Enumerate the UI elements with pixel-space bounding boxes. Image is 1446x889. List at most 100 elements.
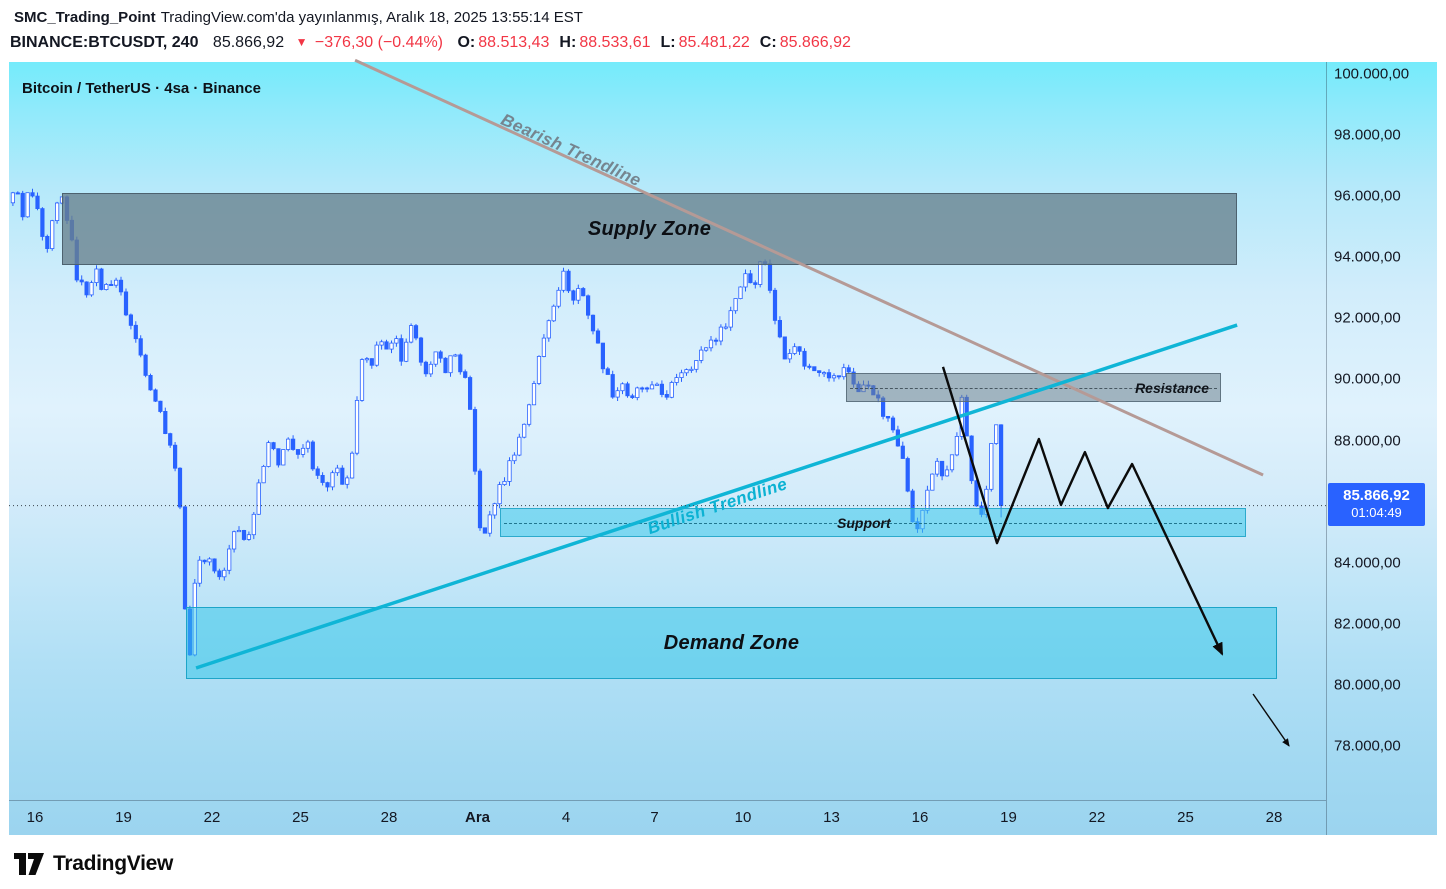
candle-body: [163, 410, 168, 434]
candle-body: [448, 355, 453, 374]
projection-path-arrow[interactable]: [941, 366, 1224, 656]
candle-body: [133, 324, 138, 340]
price-axis-label: 96.000,00: [1334, 187, 1401, 205]
candle-body: [561, 270, 566, 291]
tradingview-logo-icon[interactable]: [14, 853, 44, 875]
candle-body: [546, 320, 551, 339]
candle-body: [566, 270, 571, 292]
candle-body: [349, 452, 355, 479]
time-axis-label: 28: [380, 809, 398, 826]
bearish-trendline[interactable]: [354, 58, 1264, 477]
price-change: −376,30 (−0.44%): [314, 34, 443, 51]
time-axis-label: Ara: [464, 809, 491, 826]
candle-body: [413, 325, 419, 339]
candle-body: [463, 371, 468, 378]
candle-body: [290, 438, 296, 450]
candle-body: [954, 435, 960, 456]
candle-body: [320, 474, 325, 483]
price-axis-label: 82.000,00: [1334, 615, 1401, 633]
candle-body: [610, 374, 615, 398]
time-axis-label: 19: [1000, 809, 1017, 826]
candle-body: [310, 441, 315, 470]
candle-body: [649, 384, 655, 390]
candlestick-series[interactable]: [9, 62, 1326, 800]
candle-body: [645, 387, 650, 390]
candle-body: [708, 339, 714, 349]
price-scale[interactable]: 100.000,00 98.000,00 96.000,00 94.000,00 92.…: [1326, 62, 1437, 835]
symbol-name[interactable]: BINANCE:BTCUSDT, 240: [10, 34, 199, 51]
candle-body: [748, 273, 753, 284]
candle-body: [846, 367, 851, 373]
candle-body: [522, 423, 527, 438]
publish-text: TradingView.com'da yayınlanmış, Aralık 1…: [160, 9, 583, 26]
candle-body: [728, 310, 733, 328]
candle-body: [930, 473, 935, 491]
candle-body: [630, 395, 635, 398]
candle-body: [458, 354, 463, 373]
time-axis-label: 16: [26, 809, 44, 826]
footer: TradingView: [14, 845, 173, 883]
time-scale[interactable]: 16 19 22 25 28 Ara 4 7 10 13 16 19 22 25 28: [9, 800, 1326, 835]
price-axis-label: 90.000,00: [1334, 370, 1401, 388]
candle-body: [379, 341, 384, 346]
tradingview-brand[interactable]: TradingView: [53, 852, 174, 875]
candle-body: [482, 527, 488, 534]
bullish-trendline[interactable]: [195, 323, 1238, 670]
candle-body: [109, 283, 114, 286]
candle-body: [89, 282, 94, 296]
candle-body: [605, 368, 610, 375]
author-name[interactable]: SMC_Trading_Point: [14, 9, 156, 26]
chart-title-watermark: Bitcoin / TetherUS · 4sa · Binance: [22, 80, 261, 97]
candle-body: [300, 447, 306, 455]
candle-body: [246, 534, 251, 540]
support-dashed-line: [504, 522, 1242, 524]
price-axis-label: 84.000,00: [1334, 554, 1401, 572]
candle-body: [335, 467, 340, 474]
support-zone-drawing[interactable]: Support: [500, 508, 1246, 537]
candle-body: [487, 514, 492, 534]
drawings-overlay[interactable]: [9, 58, 1326, 800]
price-axis-label: 94.000,00: [1334, 248, 1401, 266]
candle-body: [148, 374, 153, 391]
price-axis-label: 98.000,00: [1334, 126, 1401, 144]
candle-body: [231, 531, 237, 550]
candle-body: [659, 383, 665, 395]
time-axis-label: 10: [734, 809, 752, 826]
candle-body: [172, 444, 178, 469]
chart-widget[interactable]: Supply Zone Resistance Support Demand Zo…: [9, 58, 1437, 835]
candle-body: [104, 283, 109, 290]
candle-body: [699, 349, 704, 361]
time-axis-label: 13: [823, 809, 840, 826]
candle-body: [428, 363, 433, 375]
candle-body: [212, 558, 217, 572]
candle-body: [841, 367, 846, 378]
candle-body: [812, 366, 817, 372]
candle-body: [536, 355, 542, 384]
time-axis-label: 22: [1088, 809, 1106, 826]
continuation-arrow[interactable]: [1252, 693, 1290, 747]
candle-body: [679, 372, 684, 378]
supply-zone-drawing[interactable]: Supply Zone: [62, 193, 1237, 265]
candle-body: [472, 409, 478, 472]
candle-body: [571, 290, 576, 301]
candle-body: [315, 468, 320, 476]
candle-body: [753, 282, 758, 285]
ohlc-label: L:: [660, 34, 676, 51]
candle-body: [684, 369, 689, 374]
candle-body: [345, 477, 350, 485]
ohlc-label: C:: [759, 34, 777, 51]
resistance-label: Resistance: [1135, 379, 1209, 396]
ohlc-label: O:: [457, 34, 476, 51]
symbol-info-bar: BINANCE:BTCUSDT, 240 85.866,92 ▼ −376,30…: [10, 34, 851, 52]
price-axis-label: 80.000,00: [1334, 676, 1401, 694]
candle-body: [241, 529, 247, 540]
current-price-label: 85.866,92 01:04:49: [1328, 483, 1425, 526]
demand-zone-drawing[interactable]: Demand Zone: [186, 607, 1277, 679]
candle-body: [418, 337, 424, 363]
price-axis-label: 78.000,00: [1334, 737, 1401, 755]
candle-body: [20, 192, 25, 218]
resistance-zone-drawing[interactable]: Resistance: [846, 373, 1221, 402]
candle-body: [713, 339, 719, 342]
candle-body: [55, 202, 60, 222]
candle-body: [222, 569, 227, 578]
